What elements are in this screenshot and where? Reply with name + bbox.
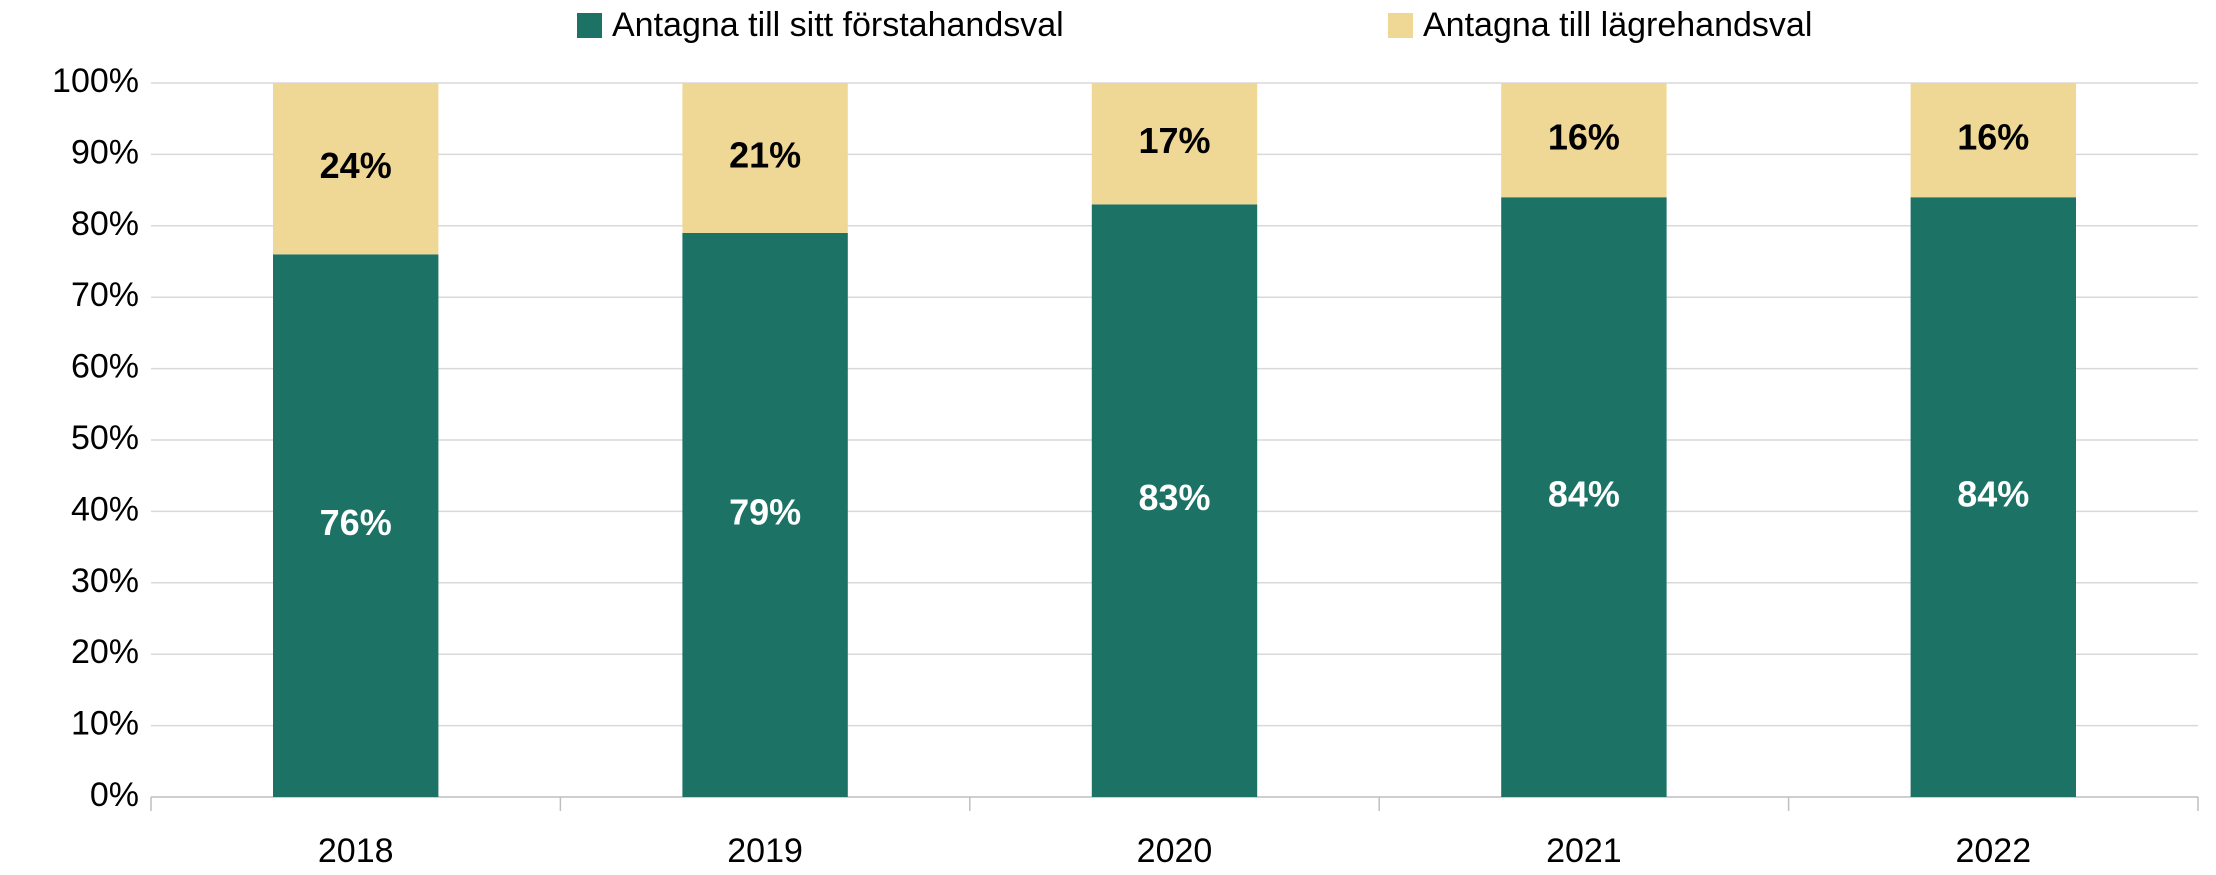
data-label: 79% [729,491,801,532]
bar-segment [1091,83,1258,205]
y-tick-label: 80% [71,205,139,243]
data-label: 83% [1138,477,1210,518]
y-tick-label: 10% [71,705,139,743]
y-tick-label: 40% [71,490,139,528]
bar-segment [682,83,848,233]
legend-label: Antagna till lägrehandsval [1423,6,1812,44]
data-label: 76% [320,502,392,543]
y-tick-label: 20% [71,633,139,671]
data-label: 84% [1957,474,2029,515]
data-label: 84% [1548,474,1620,515]
bar-segment [1910,83,2076,198]
data-label: 16% [1957,117,2029,158]
y-tick-label: 50% [71,419,139,457]
x-tick-label: 2022 [1955,832,2031,870]
legend-swatch [1388,13,1413,38]
x-tick-label: 2020 [1137,832,1213,870]
bar-segment [1501,83,1667,198]
x-tick-label: 2021 [1546,832,1622,870]
y-tick-label: 30% [71,562,139,600]
x-tick-label: 2018 [318,832,394,870]
bar-segment [1091,204,1258,797]
bar-segment [273,254,439,798]
bar-segment [273,83,439,255]
y-tick-label: 0% [90,776,139,814]
y-tick-label: 70% [71,276,139,314]
y-tick-label: 60% [71,348,139,386]
legend-swatch [577,13,602,38]
x-tick-label: 2019 [727,832,803,870]
bar-segment [1910,197,2076,798]
bar-segment [1501,197,1667,798]
data-label: 17% [1138,120,1210,161]
legend-label: Antagna till sitt förstahandsval [612,6,1064,44]
y-tick-label: 90% [71,133,139,171]
data-label: 21% [729,134,801,175]
data-label: 16% [1548,117,1620,158]
bar-segment [682,232,848,797]
y-tick-label: 100% [52,62,139,100]
data-label: 24% [320,145,392,186]
